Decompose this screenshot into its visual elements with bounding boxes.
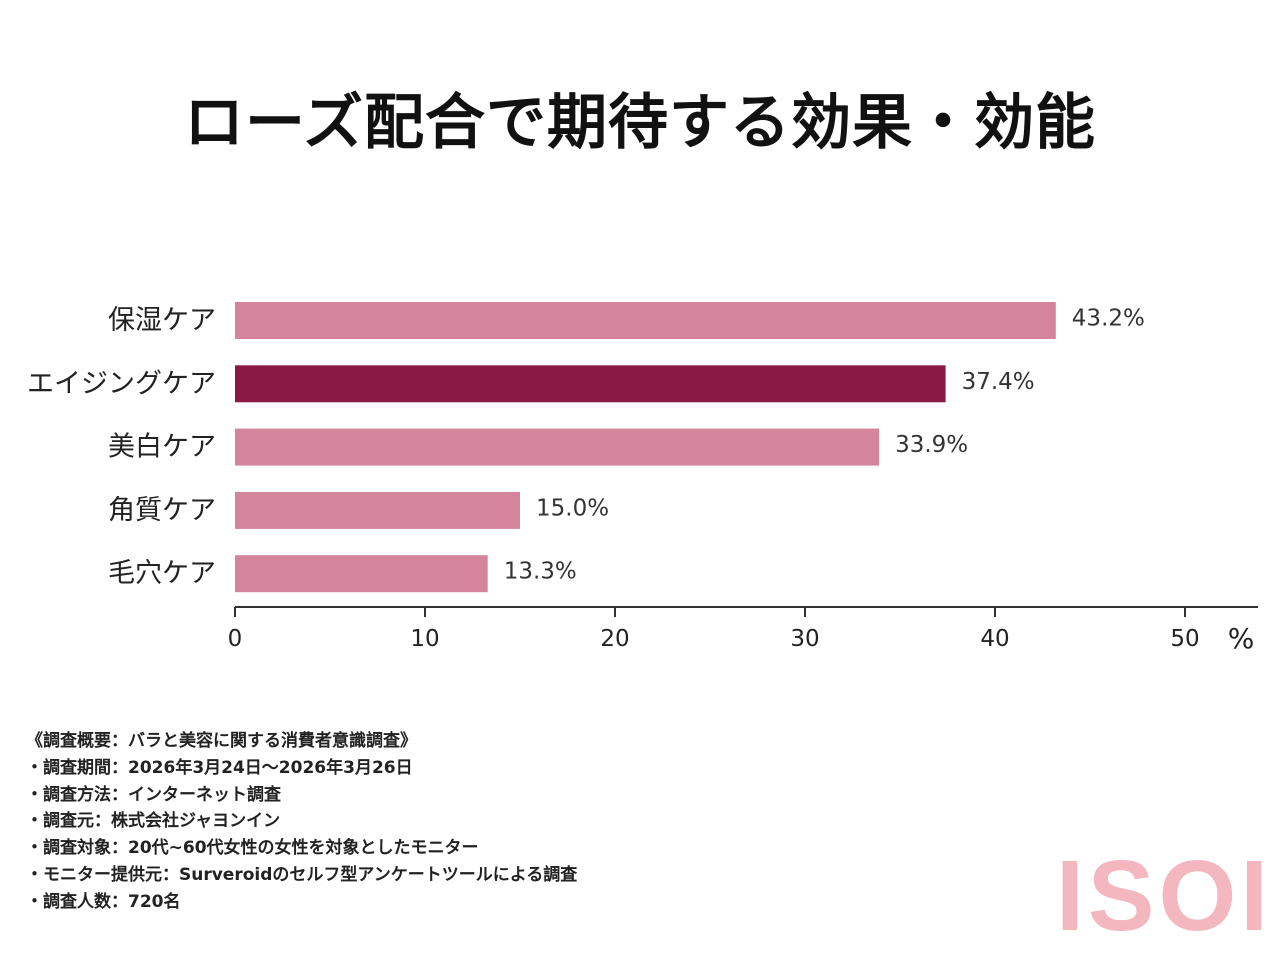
bar: [235, 302, 1056, 339]
x-tick-label: 30: [790, 626, 819, 652]
chart-title: ローズ配合で期待する効果・効能: [184, 88, 1096, 158]
bar: [235, 428, 880, 466]
category-label: 毛穴ケア: [108, 558, 216, 589]
x-tick-label: 50: [1170, 626, 1199, 652]
value-label: 37.4%: [962, 369, 1035, 395]
x-tick-label: 40: [980, 626, 1009, 652]
value-label: 43.2%: [1072, 306, 1145, 332]
notes-item: ・調査期間：2026年3月24日〜2026年3月26日: [26, 757, 413, 778]
isoi-logo: ISOI: [1056, 840, 1273, 952]
category-label: 美白ケア: [108, 432, 216, 463]
survey-notes: 《調査概要：バラと美容に関する消費者意識調査》 ・調査期間：2026年3月24日…: [26, 728, 577, 916]
category-label: エイジングケア: [27, 368, 216, 399]
bar: [235, 555, 488, 593]
category-label: 保湿ケア: [108, 305, 216, 336]
bar-chart: 保湿ケア 43.2% エイジングケア 37.4% 美白ケア 33.9% 角質ケア 15.0% 毛…: [27, 302, 1258, 655]
notes-item: ・調査方法：インターネット調査: [26, 784, 281, 805]
x-tick-label: 0: [228, 626, 243, 652]
notes-item: ・調査対象：20代~60代女性の女性を対象としたモニター: [26, 838, 479, 859]
value-label: 15.0%: [536, 495, 609, 521]
notes-item: ・調査元：株式会社ジャヨンイン: [26, 811, 281, 832]
value-label: 13.3%: [504, 559, 577, 585]
notes-item: ・モニター提供元：Surveroidのセルフ型アンケートツールによる調査: [26, 864, 578, 885]
value-label: 33.9%: [895, 432, 968, 458]
x-tick-label: 20: [600, 626, 629, 652]
category-label: 角質ケア: [108, 495, 216, 526]
notes-heading: 《調査概要：バラと美容に関する消費者意識調査》: [26, 731, 417, 751]
x-unit-label: %: [1228, 622, 1255, 655]
notes-item: ・調査人数：720名: [26, 891, 181, 912]
x-tick-label: 10: [410, 626, 439, 652]
bar: [235, 365, 946, 403]
bar: [235, 491, 520, 529]
